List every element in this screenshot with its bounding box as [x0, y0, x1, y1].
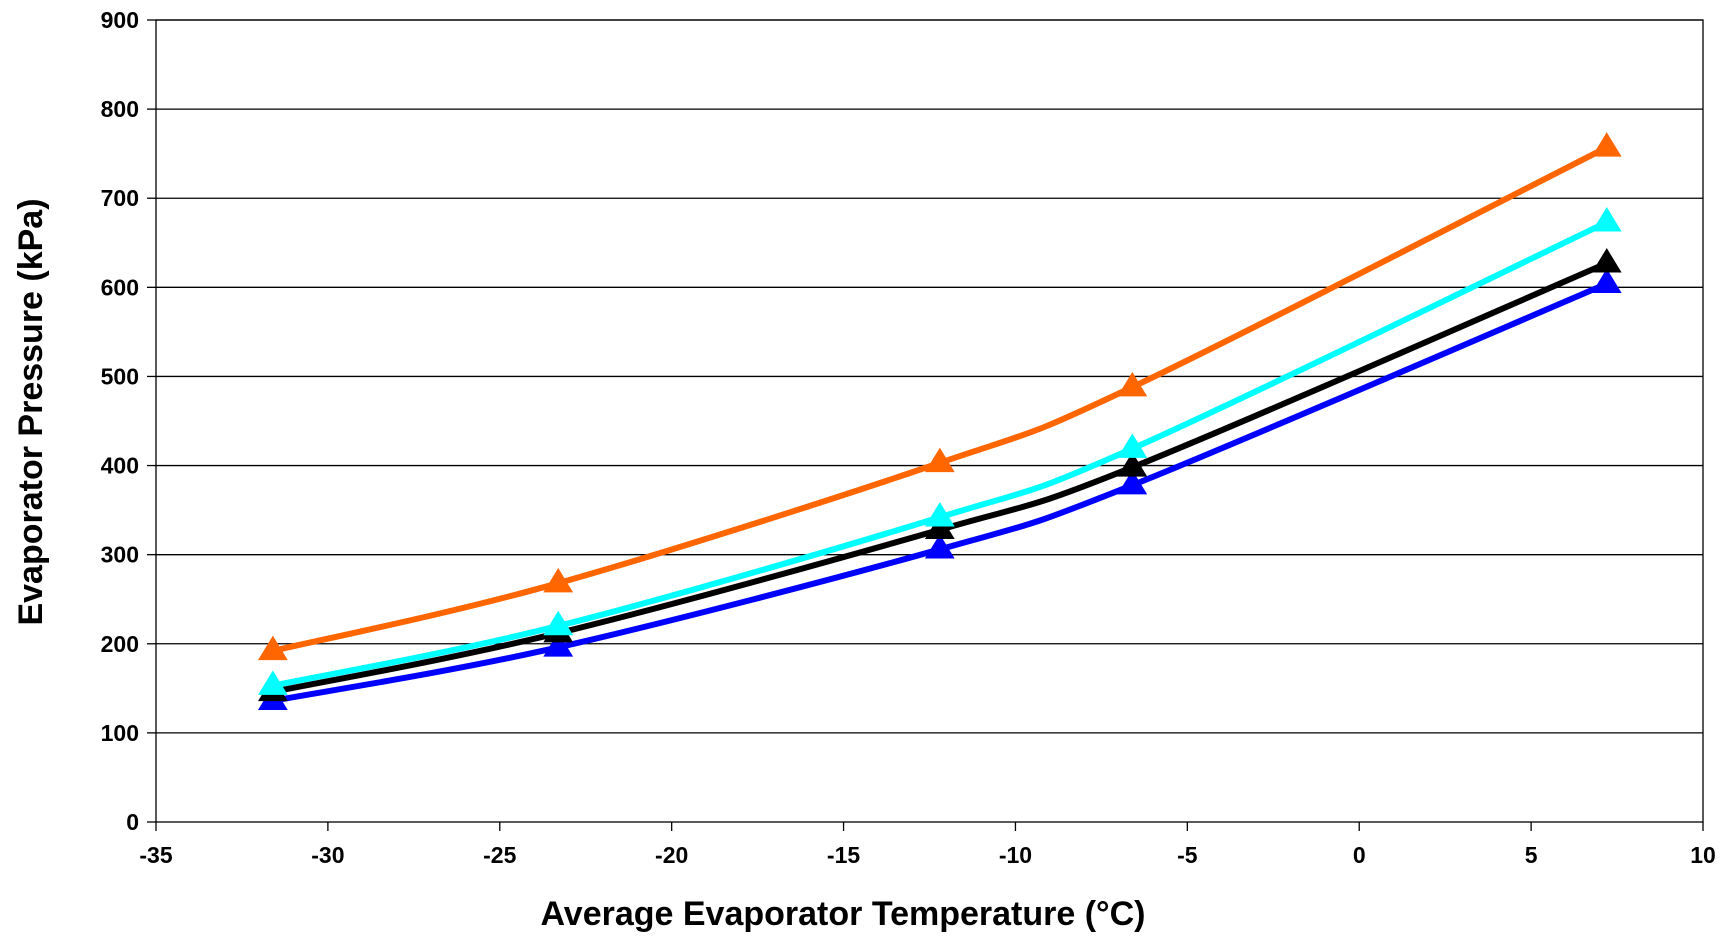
x-tick-label: -30	[311, 842, 344, 868]
y-tick-label: 600	[101, 274, 139, 300]
x-tick-label: 5	[1525, 842, 1538, 868]
data-point-triangle	[543, 567, 574, 593]
y-tick-label: 200	[101, 631, 139, 657]
x-tick-label: 0	[1353, 842, 1366, 868]
data-point-triangle	[543, 610, 574, 636]
x-tick-label: -15	[827, 842, 860, 868]
x-tick-label: -10	[999, 842, 1032, 868]
axes	[147, 19, 1704, 831]
y-tick-label: 700	[101, 185, 139, 211]
x-tick-label: -20	[655, 842, 688, 868]
data-point-triangle	[543, 632, 574, 657]
y-tick-label: 800	[101, 96, 139, 122]
y-tick-label: 100	[101, 720, 139, 746]
data-point-triangle	[1117, 433, 1148, 458]
x-tick-label: -25	[483, 842, 516, 868]
x-tick-label: 10	[1690, 842, 1716, 868]
y-tick-label: 500	[101, 363, 139, 389]
series-line	[269, 280, 1610, 704]
data-point-triangle	[1591, 248, 1622, 273]
series-line	[269, 260, 1610, 695]
data-point-triangle	[257, 635, 288, 661]
plot-area-border	[155, 19, 1704, 823]
data-point-triangle	[1117, 469, 1148, 495]
x-axis-title: Average Evaporator Temperature (°C)	[541, 895, 1146, 933]
series-2	[257, 207, 1622, 695]
data-point-triangle	[1591, 207, 1622, 232]
data-point-triangle	[1591, 132, 1622, 157]
data-point-triangle	[1117, 452, 1148, 477]
data-point-triangle	[924, 514, 955, 539]
data-point-triangle	[1591, 268, 1622, 294]
series-1	[257, 132, 1622, 661]
y-tick-label: 300	[101, 542, 139, 568]
x-tick-label: -5	[1177, 842, 1198, 868]
x-tick-label: -35	[139, 842, 172, 868]
data-point-triangle	[1117, 371, 1148, 397]
y-axis-title: Evaporator Pressure (kPa)	[12, 198, 50, 625]
series-group	[257, 132, 1622, 711]
data-point-triangle	[924, 502, 955, 527]
data-point-triangle	[924, 447, 955, 473]
y-tick-label: 0	[126, 809, 139, 835]
y-tick-label: 400	[101, 453, 139, 479]
series-line	[269, 144, 1610, 654]
y-tick-label: 900	[101, 7, 139, 33]
data-point-triangle	[924, 534, 955, 559]
data-point-triangle	[257, 670, 288, 695]
